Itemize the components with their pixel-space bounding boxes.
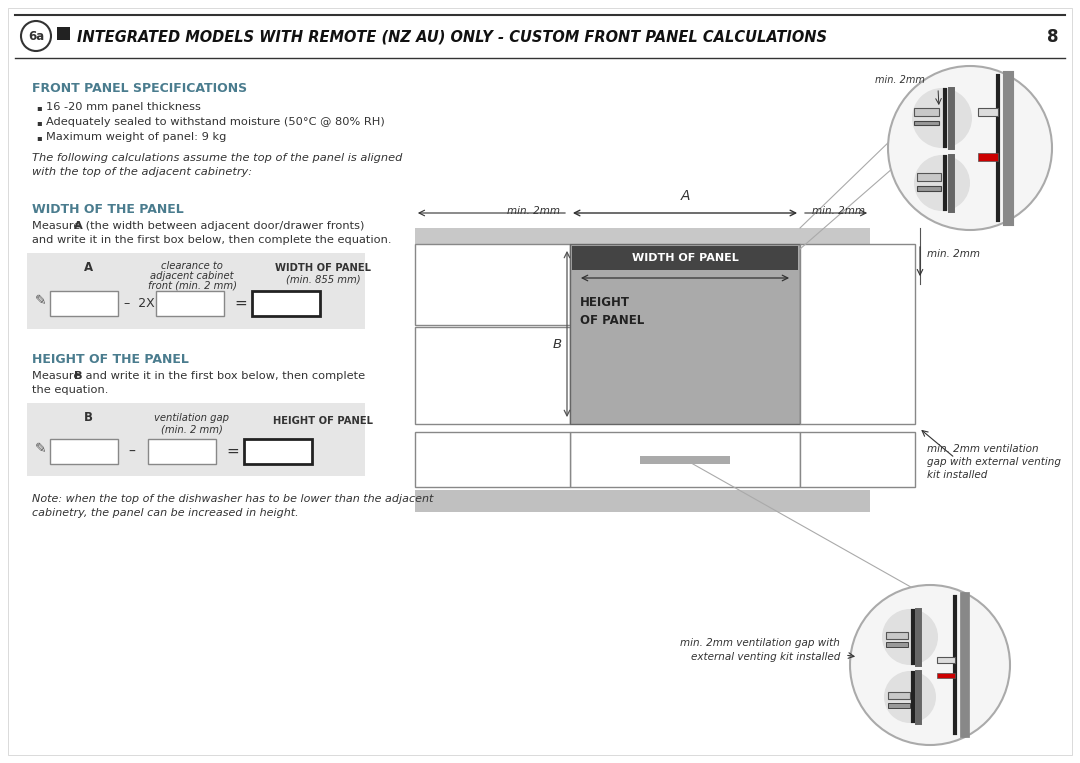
Bar [800,432,915,487]
Bar [570,432,800,487]
Text: min. 2mm: min. 2mm [927,249,980,259]
Text: ✎: ✎ [35,294,46,308]
Text: clearance to: clearance to [161,261,222,271]
Text: HEIGHT OF PANEL: HEIGHT OF PANEL [273,416,373,426]
Text: ▪: ▪ [36,103,42,112]
Text: Adequately sealed to withstand moisture (50°C @ 80% RH): Adequately sealed to withstand moisture … [46,117,384,127]
Text: ▪: ▪ [36,118,42,127]
Text: 8: 8 [1047,28,1058,46]
Text: B: B [75,371,83,381]
Text: (min. 855 mm): (min. 855 mm) [286,274,361,284]
Bar [572,246,798,270]
Text: ventilation gap: ventilation gap [154,413,229,423]
Text: 6a: 6a [28,30,44,43]
Circle shape [914,155,970,211]
Bar [914,121,939,125]
Text: INTEGRATED MODELS WITH REMOTE (NZ AU) ONLY - CUSTOM FRONT PANEL CALCULATIONS: INTEGRATED MODELS WITH REMOTE (NZ AU) ON… [77,30,827,44]
Bar [415,432,570,487]
Text: ✎: ✎ [35,442,46,456]
Text: –: – [129,445,135,459]
Bar [148,439,216,464]
Bar [415,244,570,325]
Text: min. 2mm: min. 2mm [812,206,865,216]
Bar [57,27,70,40]
Bar [800,244,915,424]
Bar [252,291,320,316]
Text: WIDTH OF PANEL: WIDTH OF PANEL [275,263,372,273]
Text: The following calculations assume the top of the panel is aligned: The following calculations assume the to… [32,153,403,163]
Text: and write it in the first box below, then complete: and write it in the first box below, the… [82,371,365,381]
Text: min. 2mm: min. 2mm [507,206,561,216]
Bar [937,657,955,663]
Text: and write it in the first box below, then complete the equation.: and write it in the first box below, the… [32,235,391,245]
Text: 16 -20 mm panel thickness: 16 -20 mm panel thickness [46,102,201,112]
Text: the equation.: the equation. [32,385,108,395]
Bar [570,244,800,424]
Circle shape [882,609,939,665]
Text: min. 2mm ventilation
gap with external venting
kit installed: min. 2mm ventilation gap with external v… [927,444,1061,481]
Bar [50,439,118,464]
Text: Note: when the top of the dishwasher has to be lower than the adjacent: Note: when the top of the dishwasher has… [32,494,433,504]
Text: B: B [83,411,93,424]
Text: cabinetry, the panel can be increased in height.: cabinetry, the panel can be increased in… [32,508,299,518]
Text: A: A [75,221,83,231]
Circle shape [885,671,936,723]
Bar [50,291,118,316]
Bar [886,632,908,639]
Text: A: A [680,189,690,203]
Text: HEIGHT
OF PANEL: HEIGHT OF PANEL [580,296,645,327]
Bar [27,403,365,476]
Bar [886,642,908,647]
Text: Maximum weight of panel: 9 kg: Maximum weight of panel: 9 kg [46,132,227,142]
Text: (the width between adjacent door/drawer fronts): (the width between adjacent door/drawer … [82,221,364,231]
Text: FRONT PANEL SPECIFICATIONS: FRONT PANEL SPECIFICATIONS [32,82,247,95]
Text: WIDTH OF THE PANEL: WIDTH OF THE PANEL [32,203,184,216]
Text: (min. 2 mm): (min. 2 mm) [161,424,222,434]
Text: WIDTH OF PANEL: WIDTH OF PANEL [632,253,739,263]
Text: HEIGHT OF THE PANEL: HEIGHT OF THE PANEL [32,353,189,366]
Text: =: = [226,444,239,459]
Text: Measure: Measure [32,371,84,381]
Text: with the top of the adjacent cabinetry:: with the top of the adjacent cabinetry: [32,167,252,177]
Bar [917,186,941,191]
Bar [888,692,910,699]
Bar [888,703,910,708]
Circle shape [850,585,1010,745]
Bar [978,153,998,161]
Circle shape [912,88,972,148]
Bar [937,673,955,678]
Bar [914,108,939,116]
Bar [415,490,870,512]
Text: ▪: ▪ [36,133,42,142]
Bar [415,327,570,424]
Bar [978,108,998,116]
Bar [244,439,312,464]
Text: adjacent cabinet: adjacent cabinet [150,271,233,281]
Bar [415,228,870,244]
Bar [640,456,730,463]
Text: min. 2mm ventilation gap with
external venting kit installed: min. 2mm ventilation gap with external v… [680,639,840,662]
Bar [156,291,224,316]
Circle shape [21,21,51,51]
Text: =: = [234,296,246,311]
Text: min. 2mm: min. 2mm [875,75,924,85]
Text: –  2X: – 2X [124,297,154,310]
Text: A: A [83,261,93,274]
Text: front (min. 2 mm): front (min. 2 mm) [148,281,237,291]
Circle shape [888,66,1052,230]
Text: B: B [553,337,562,350]
Bar [27,253,365,329]
Bar [917,173,941,181]
Text: Measure: Measure [32,221,84,231]
